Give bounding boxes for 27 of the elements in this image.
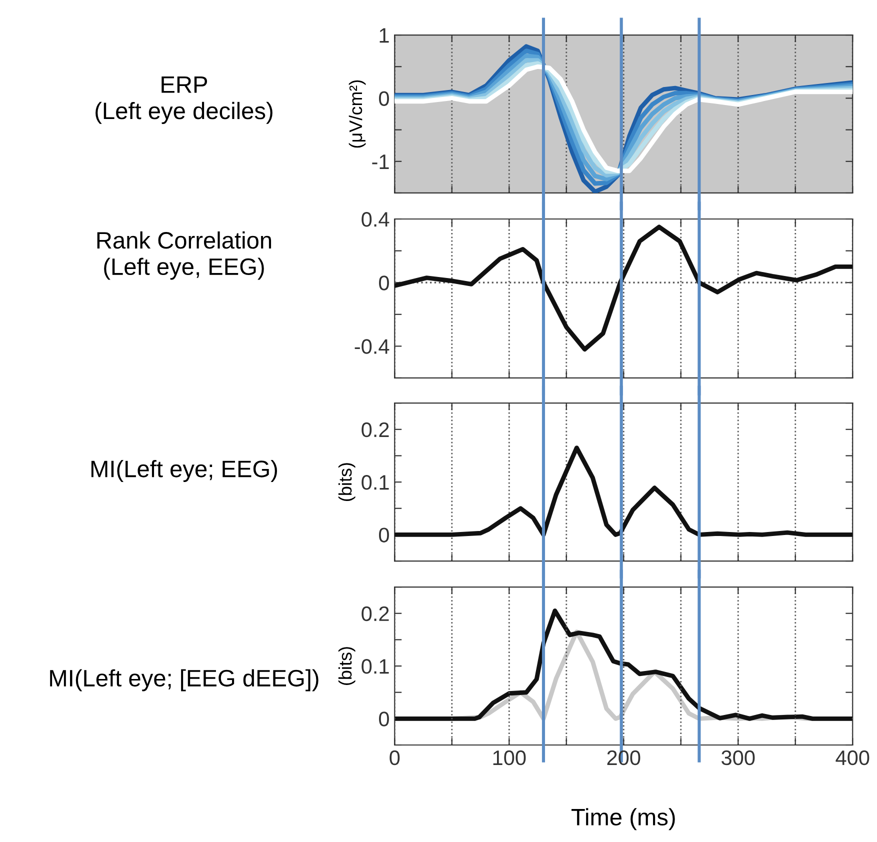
y-tick-label: 0.1 xyxy=(362,475,389,490)
y-tick-label: 0.1 xyxy=(362,659,389,674)
x-axis-title: Time (ms) xyxy=(572,808,675,830)
y-tick-label: 0.4 xyxy=(362,212,390,227)
x-tick-label: 0 xyxy=(390,750,400,766)
line-series xyxy=(394,446,853,537)
y-axis-title: (bits) xyxy=(338,463,356,501)
text: Rank Correlation (Left eye, EEG) xyxy=(97,231,272,280)
text: MI(Left eye; EEG) xyxy=(91,460,277,482)
x-tick-label: 100 xyxy=(493,750,526,766)
y-tick-label: 1 xyxy=(380,28,389,43)
y-tick-label: -0.4 xyxy=(354,339,390,354)
y-tick-label: 0 xyxy=(379,528,389,542)
x-tick-label: 400 xyxy=(836,750,870,766)
y-axis-title: (μV/cm²) xyxy=(348,80,366,148)
y-tick-label: 0 xyxy=(379,91,389,106)
y-tick-label: -1 xyxy=(372,154,389,169)
y-tick-label: 0 xyxy=(379,712,389,726)
y-tick-label: 0.2 xyxy=(362,422,389,438)
line-series xyxy=(394,224,853,352)
text: MI(Left eye; [EEG dEEG]) xyxy=(50,669,318,692)
y-tick-label: 0.2 xyxy=(362,606,389,622)
line-series xyxy=(394,608,853,721)
y-tick-label: 0 xyxy=(379,276,389,290)
y-axis-title: (bits) xyxy=(338,647,356,685)
text: ERP (Left eye deciles) xyxy=(96,76,272,124)
x-tick-label: 300 xyxy=(722,750,755,766)
